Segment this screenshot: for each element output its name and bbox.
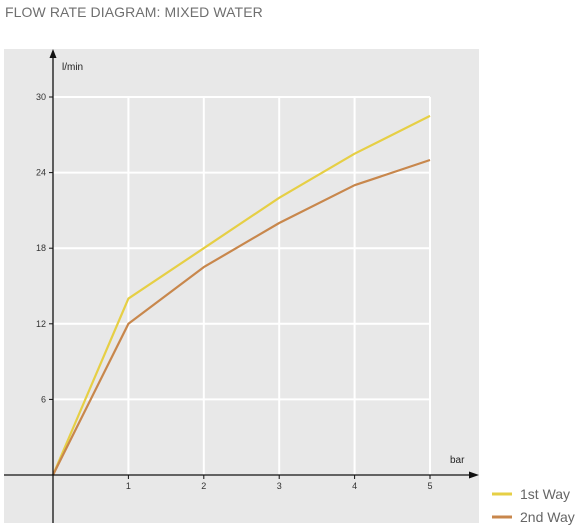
legend-label: 1st Way bbox=[520, 486, 570, 502]
series-line-2 bbox=[52, 158, 431, 476]
x-axis-label: bar bbox=[450, 455, 465, 466]
legend-label: 2nd Way bbox=[520, 509, 575, 525]
x-tick-label: 2 bbox=[201, 481, 206, 491]
grid-lines bbox=[53, 96, 431, 475]
x-tick-label: 1 bbox=[126, 481, 131, 491]
y-tick-label: 18 bbox=[36, 243, 46, 253]
chart-title: FLOW RATE DIAGRAM: MIXED WATER bbox=[5, 4, 263, 20]
axes bbox=[4, 49, 479, 523]
y-tick-label: 12 bbox=[36, 319, 46, 329]
plot-background bbox=[4, 49, 479, 523]
y-axis-arrow bbox=[49, 49, 57, 58]
x-tick-label: 4 bbox=[352, 481, 357, 491]
y-tick-label: 30 bbox=[36, 92, 46, 102]
legend: 1st Way 2nd Way bbox=[492, 486, 575, 525]
x-tick-label: 3 bbox=[277, 481, 282, 491]
y-tick-label: 6 bbox=[41, 394, 46, 404]
y-axis-label: l/min bbox=[62, 62, 83, 73]
series-layer bbox=[51, 114, 431, 476]
y-tick-label: 24 bbox=[36, 168, 46, 178]
x-tick-label: 5 bbox=[427, 481, 432, 491]
series-line-1 bbox=[51, 114, 431, 476]
x-axis-arrow bbox=[469, 471, 479, 479]
